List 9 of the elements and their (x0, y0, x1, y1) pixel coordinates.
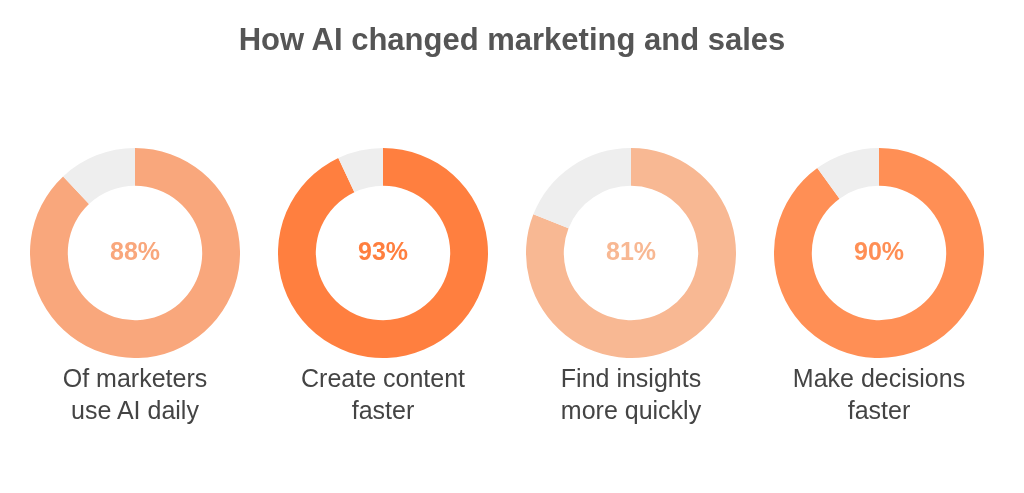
data-label: 90% (853, 236, 905, 265)
text: Create content faster (300, 363, 466, 426)
text: Of marketers use AI daily (61, 363, 209, 426)
data-label: 81% (605, 236, 657, 265)
data-label: 88% (109, 236, 161, 265)
text: How AI changed marketing and sales (237, 22, 787, 58)
data-label: 93% (357, 236, 409, 265)
text: Make decisions faster (791, 363, 967, 426)
text: Find insights more quickly (559, 363, 703, 426)
